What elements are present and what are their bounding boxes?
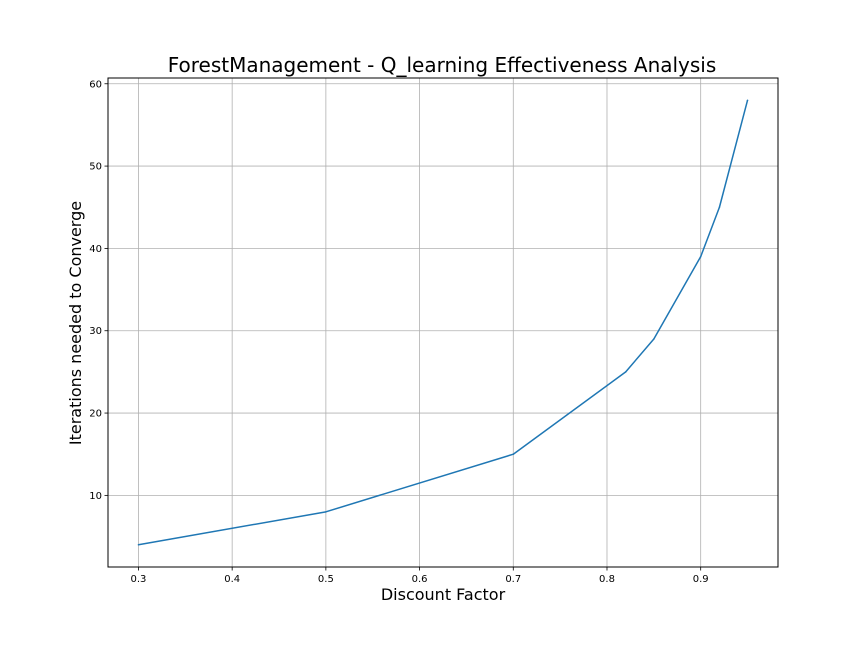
y-tick-label: 30 — [89, 326, 102, 337]
x-tick-label: 0.5 — [318, 574, 334, 585]
x-tick-label: 0.7 — [505, 574, 521, 585]
y-tick-label: 60 — [89, 79, 102, 90]
x-ticks-layer: 0.3 0.4 0.5 0.6 0.7 0.8 0.9 — [131, 567, 709, 585]
y-tick-label: 40 — [89, 244, 102, 255]
x-tick-label: 0.9 — [693, 574, 709, 585]
data-point — [699, 255, 702, 258]
data-point — [137, 544, 140, 546]
grid-layer — [108, 78, 778, 567]
y-ticks-layer: 10 20 30 40 50 60 — [89, 79, 108, 502]
data-point — [512, 453, 515, 455]
data-point — [653, 338, 655, 340]
series-layer — [137, 99, 749, 546]
plot-frame — [107, 77, 779, 568]
x-tick-label: 0.8 — [599, 574, 615, 585]
y-axis-title: Iterations needed to Converge — [66, 201, 85, 445]
x-tick-label: 0.3 — [131, 574, 147, 585]
y-tick-label: 50 — [89, 162, 102, 173]
series-line — [138, 100, 749, 546]
data-point — [624, 371, 627, 373]
data-point — [746, 99, 749, 101]
y-tick-label: 10 — [89, 491, 102, 502]
x-axis-title: Discount Factor — [381, 585, 506, 604]
y-tick-label: 20 — [89, 409, 102, 420]
x-tick-label: 0.6 — [412, 574, 428, 585]
data-point — [718, 206, 721, 208]
data-point — [325, 511, 327, 513]
x-tick-label: 0.4 — [224, 574, 240, 585]
chart-title: ForestManagement - Q_learning Effectiven… — [168, 53, 717, 77]
